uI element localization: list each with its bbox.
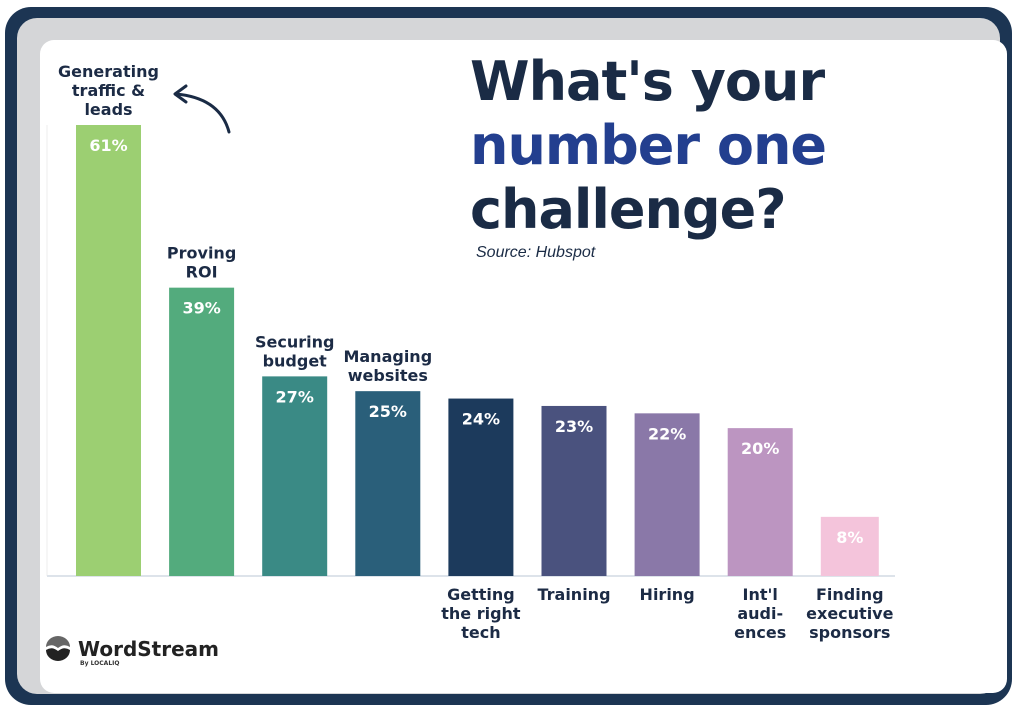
- title-line-2: number one: [470, 114, 827, 177]
- logo-sub: By LOCALIQ: [80, 660, 120, 667]
- title-line-3: challenge?: [470, 178, 787, 241]
- category-label-4-0: Getting: [447, 585, 515, 604]
- bar-6: [634, 413, 700, 576]
- category-label-7-0: Int'l: [743, 585, 778, 604]
- category-label-7-2: ences: [734, 623, 786, 642]
- bar-4: [448, 398, 514, 576]
- data-label-7: 20%: [741, 439, 779, 458]
- category-label-0-1: traffic &: [72, 81, 145, 100]
- outer-frame: [5, 7, 1012, 705]
- data-label-0: 61%: [89, 136, 127, 155]
- category-label-5-0: Training: [537, 585, 610, 604]
- bar-0: [76, 125, 141, 576]
- category-label-0-2: leads: [84, 100, 132, 119]
- arrow-head-icon: [173, 84, 188, 104]
- bar-7: [727, 428, 793, 576]
- category-label-2-0: Securing: [255, 332, 334, 351]
- title-line-1: What's your: [470, 50, 825, 113]
- category-label-1-0: Proving: [167, 244, 236, 263]
- category-label-0-0: Generating: [58, 62, 159, 81]
- data-label-1: 39%: [182, 299, 220, 318]
- bar-2: [262, 376, 328, 576]
- bar-3: [355, 391, 421, 576]
- category-label-4-1: the right: [441, 604, 521, 623]
- data-label-8: 8%: [836, 528, 863, 547]
- category-label-3-0: Managing: [343, 347, 432, 366]
- category-label-8-0: Finding: [816, 585, 884, 604]
- category-label-7-1: audi-: [737, 604, 783, 623]
- category-label-6-0: Hiring: [640, 585, 695, 604]
- wordstream-logo: WordStream By LOCALIQ: [44, 636, 219, 667]
- category-label-8-1: executive: [806, 604, 893, 623]
- bar-1: [169, 287, 235, 576]
- arrow-icon: [174, 92, 231, 134]
- category-label-2-1: budget: [263, 351, 328, 370]
- data-label-5: 23%: [555, 417, 593, 436]
- data-label-2: 27%: [276, 387, 314, 406]
- category-label-8-2: sponsors: [809, 623, 890, 642]
- data-label-4: 24%: [462, 410, 500, 429]
- category-label-3-1: websites: [348, 366, 428, 385]
- wordstream-logo-icon: [46, 636, 70, 661]
- data-label-3: 25%: [369, 402, 407, 421]
- bar-5: [541, 405, 607, 576]
- source-note: Source: Hubspot: [476, 244, 596, 261]
- chart-title: What's your number one challenge?: [470, 50, 827, 242]
- category-label-4-2: tech: [461, 623, 500, 642]
- logo-name: WordStream: [78, 637, 219, 661]
- data-label-6: 22%: [648, 424, 686, 443]
- category-label-1-1: ROI: [186, 263, 218, 282]
- bar-8: [820, 516, 879, 576]
